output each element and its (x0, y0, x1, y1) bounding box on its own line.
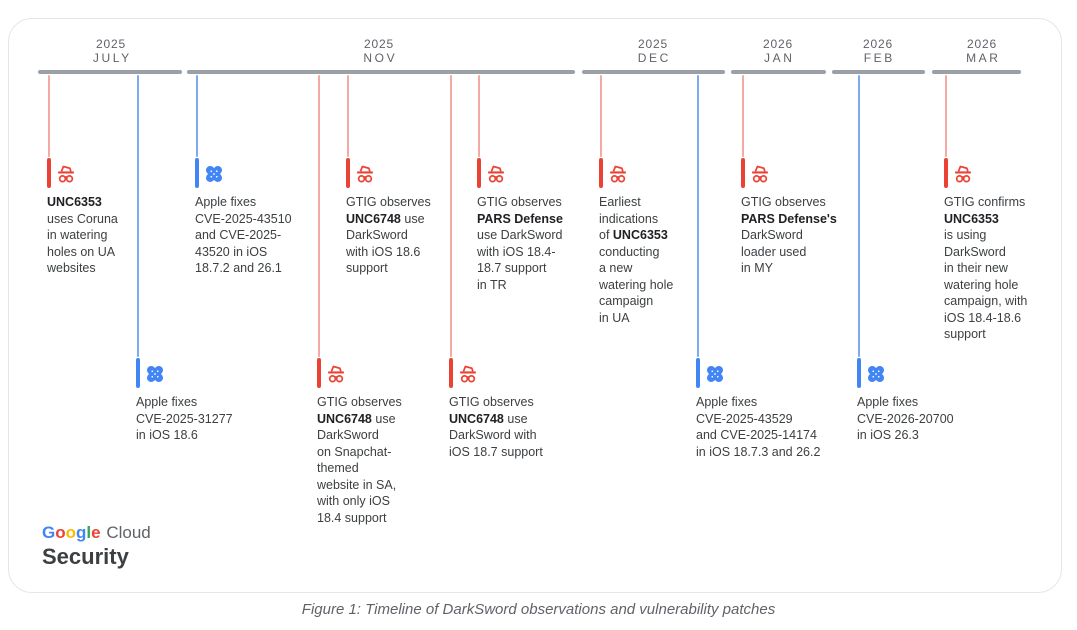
marker-tick (741, 158, 745, 188)
event-connector-line (347, 75, 349, 157)
month-label: 2025 DEC (637, 37, 671, 65)
month-bar (187, 70, 575, 74)
google-logo-letter: l (86, 523, 92, 542)
google-logo-letter: e (91, 523, 101, 542)
marker-tick (944, 158, 948, 188)
security-label: Security (42, 544, 129, 569)
event-connector-line (945, 75, 947, 157)
marker-tick (317, 358, 321, 388)
event-text: Apple fixes CVE-2025-43529 and CVE-2025-14… (696, 395, 821, 459)
patch-icon (205, 165, 223, 183)
figure-caption: Figure 1: Timeline of DarkSword observat… (301, 601, 776, 618)
threat-actor-icon (751, 165, 769, 183)
threat-actor-marker (449, 358, 479, 390)
marker-tick (47, 158, 51, 188)
event-text: GTIG observes UNC6748 use DarkSword with iO… (346, 195, 431, 275)
marker-tick (136, 358, 140, 388)
google-logo-letter: G (42, 523, 56, 542)
month-bar (38, 70, 182, 74)
month-label: 2026 FEB (863, 37, 895, 65)
threat-actor-icon (954, 165, 972, 183)
month-bar (582, 70, 725, 74)
marker-tick (599, 158, 603, 188)
threat-actor-marker (944, 158, 974, 190)
cloud-label: Cloud (106, 523, 151, 542)
threat-actor-icon (327, 365, 345, 383)
event-connector-line (318, 75, 320, 357)
month-bar (832, 70, 925, 74)
google-logo: Google (42, 523, 105, 542)
threat-actor-icon (487, 165, 505, 183)
month-label: 2026 JAN (763, 37, 795, 65)
event-connector-line (196, 75, 198, 157)
month-label: 2026 MAR (966, 37, 1001, 65)
threat-actor-marker (477, 158, 507, 190)
event-connector-line (697, 75, 699, 357)
threat-actor-marker (599, 158, 629, 190)
event-text: GTIG confirms UNC6353 is using DarkSword in … (944, 195, 1028, 341)
patch-marker (857, 358, 887, 390)
marker-tick (346, 158, 350, 188)
month-label: 2025 JULY (92, 37, 132, 65)
patch-marker (195, 158, 225, 190)
event-connector-line (600, 75, 602, 157)
event-text: Apple fixes CVE-2026-20700 in iOS 26.3 (857, 395, 954, 442)
marker-tick (449, 358, 453, 388)
event-connector-line (742, 75, 744, 157)
threat-actor-icon (459, 365, 477, 383)
event-connector-line (48, 75, 50, 157)
google-logo-letter: g (76, 523, 87, 542)
patch-marker (696, 358, 726, 390)
event-text: Apple fixes CVE-2025-31277 in iOS 18.6 (136, 395, 233, 442)
threat-actor-icon (57, 165, 75, 183)
threat-actor-marker (346, 158, 376, 190)
event-text: UNC6353 uses Coruna in watering holes on UA… (47, 195, 118, 275)
event-connector-line (137, 75, 139, 357)
event-text: GTIG observes PARS Defense use DarkSword wi… (477, 195, 563, 292)
event-text: Earliest indications of UNC6353 conducting a… (599, 195, 674, 325)
threat-actor-marker (741, 158, 771, 190)
threat-actor-icon (356, 165, 374, 183)
threat-actor-marker (317, 358, 347, 390)
event-connector-line (450, 75, 452, 357)
patch-icon (146, 365, 164, 383)
event-connector-line (478, 75, 480, 157)
google-cloud-security-logo: Google Cloud Security (42, 523, 151, 570)
google-logo-letter: o (55, 523, 66, 542)
threat-actor-icon (609, 165, 627, 183)
marker-tick (696, 358, 700, 388)
event-text: GTIG observes UNC6748 use DarkSword on Snap… (317, 395, 402, 525)
event-text: Apple fixes CVE-2025-43510 and CVE-2025- 43… (195, 195, 292, 275)
marker-tick (477, 158, 481, 188)
patch-icon (867, 365, 885, 383)
month-label: 2025 NOV (363, 37, 398, 65)
month-bar (731, 70, 826, 74)
patch-icon (706, 365, 724, 383)
event-text: GTIG observes UNC6748 use DarkSword with iO… (449, 395, 543, 459)
marker-tick (857, 358, 861, 388)
month-bar (932, 70, 1021, 74)
google-cloud-wordmark: Google Cloud (42, 523, 151, 542)
marker-tick (195, 158, 199, 188)
threat-actor-marker (47, 158, 77, 190)
event-connector-line (858, 75, 860, 357)
timeline-card (8, 18, 1062, 593)
event-text: GTIG observes PARS Defense's DarkSword load… (741, 195, 837, 275)
patch-marker (136, 358, 166, 390)
google-logo-letter: o (65, 523, 77, 542)
